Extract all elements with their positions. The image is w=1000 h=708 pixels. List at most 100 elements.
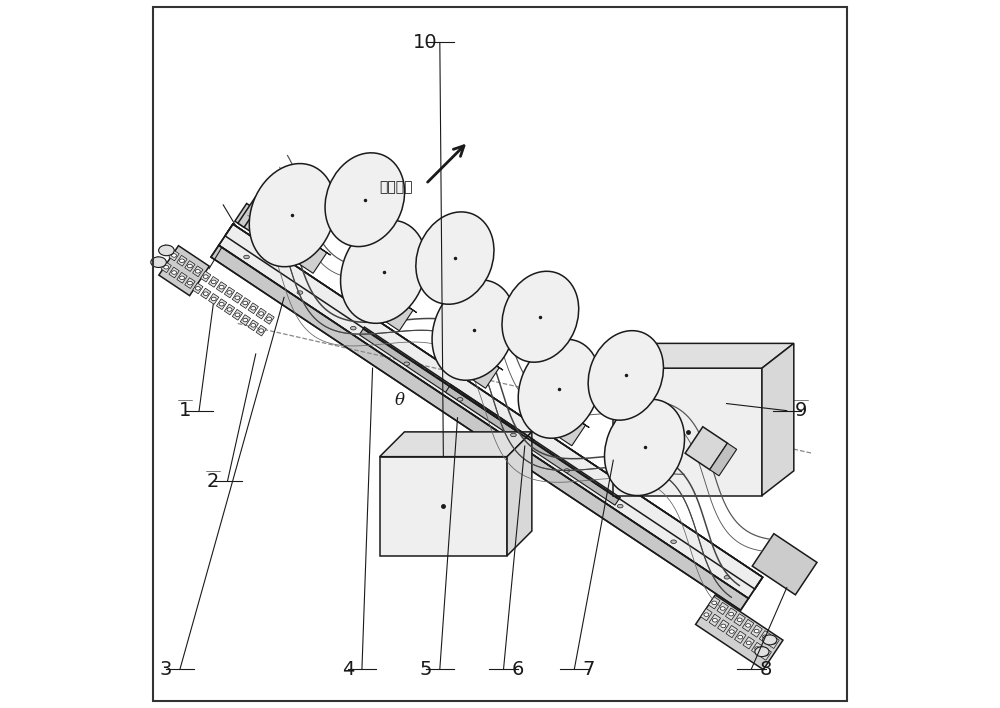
Ellipse shape xyxy=(235,313,240,316)
Polygon shape xyxy=(201,271,211,282)
Polygon shape xyxy=(232,292,243,303)
Polygon shape xyxy=(751,642,763,655)
Polygon shape xyxy=(159,246,209,296)
Polygon shape xyxy=(298,243,327,273)
Ellipse shape xyxy=(457,398,463,401)
Ellipse shape xyxy=(195,287,200,290)
Polygon shape xyxy=(193,266,203,277)
Polygon shape xyxy=(380,457,507,556)
Polygon shape xyxy=(224,304,235,315)
Ellipse shape xyxy=(729,630,734,634)
Polygon shape xyxy=(225,224,763,589)
Ellipse shape xyxy=(564,469,570,472)
Polygon shape xyxy=(726,625,738,638)
Polygon shape xyxy=(219,224,763,598)
Polygon shape xyxy=(193,283,203,294)
Polygon shape xyxy=(359,329,533,447)
Ellipse shape xyxy=(203,292,208,295)
Polygon shape xyxy=(762,343,794,496)
Ellipse shape xyxy=(267,317,272,321)
Polygon shape xyxy=(248,303,258,314)
Polygon shape xyxy=(768,636,779,649)
Polygon shape xyxy=(224,287,235,298)
Ellipse shape xyxy=(341,220,426,324)
Ellipse shape xyxy=(617,504,623,508)
Polygon shape xyxy=(240,297,250,309)
Ellipse shape xyxy=(416,212,494,304)
Polygon shape xyxy=(185,278,195,288)
Polygon shape xyxy=(177,256,187,266)
Ellipse shape xyxy=(729,612,734,616)
Ellipse shape xyxy=(724,576,730,579)
Polygon shape xyxy=(742,620,754,632)
Ellipse shape xyxy=(243,319,248,322)
Polygon shape xyxy=(209,294,219,304)
Text: 输送方向: 输送方向 xyxy=(380,181,413,195)
Ellipse shape xyxy=(172,253,177,257)
Ellipse shape xyxy=(187,281,192,285)
Ellipse shape xyxy=(712,619,717,622)
Ellipse shape xyxy=(350,326,356,330)
Ellipse shape xyxy=(404,362,410,365)
Text: 2: 2 xyxy=(207,472,219,491)
Ellipse shape xyxy=(721,624,726,628)
Polygon shape xyxy=(743,636,754,649)
Ellipse shape xyxy=(251,307,256,310)
Ellipse shape xyxy=(763,635,777,645)
Ellipse shape xyxy=(227,291,232,295)
Ellipse shape xyxy=(755,646,760,650)
Ellipse shape xyxy=(180,276,184,280)
Polygon shape xyxy=(161,245,171,256)
Polygon shape xyxy=(248,320,258,331)
Polygon shape xyxy=(760,648,771,661)
Text: θ: θ xyxy=(395,392,405,409)
Ellipse shape xyxy=(179,259,184,263)
Polygon shape xyxy=(161,262,171,273)
Polygon shape xyxy=(599,370,641,412)
Text: 9: 9 xyxy=(795,401,807,420)
Ellipse shape xyxy=(219,302,224,306)
Ellipse shape xyxy=(297,291,303,295)
Ellipse shape xyxy=(151,257,166,268)
Polygon shape xyxy=(557,416,586,446)
Ellipse shape xyxy=(219,285,224,289)
Polygon shape xyxy=(232,309,243,320)
Ellipse shape xyxy=(502,271,579,362)
Text: 4: 4 xyxy=(342,660,354,678)
Polygon shape xyxy=(211,245,748,610)
Polygon shape xyxy=(398,300,417,313)
Ellipse shape xyxy=(755,646,769,656)
Polygon shape xyxy=(238,197,262,227)
Polygon shape xyxy=(169,267,179,278)
Polygon shape xyxy=(696,595,783,670)
Text: 5: 5 xyxy=(419,660,432,678)
Polygon shape xyxy=(725,608,737,620)
Polygon shape xyxy=(485,358,503,370)
Ellipse shape xyxy=(244,255,249,259)
Polygon shape xyxy=(235,203,271,238)
Ellipse shape xyxy=(754,629,759,633)
Ellipse shape xyxy=(432,280,515,380)
Ellipse shape xyxy=(211,297,216,301)
Polygon shape xyxy=(216,282,227,292)
Polygon shape xyxy=(613,343,794,368)
Polygon shape xyxy=(169,250,179,261)
Polygon shape xyxy=(264,314,274,324)
Ellipse shape xyxy=(738,636,743,639)
Ellipse shape xyxy=(251,324,256,327)
Ellipse shape xyxy=(243,301,248,304)
Polygon shape xyxy=(718,620,729,632)
Polygon shape xyxy=(734,614,745,626)
Polygon shape xyxy=(751,625,762,637)
Ellipse shape xyxy=(720,607,725,610)
Polygon shape xyxy=(385,300,413,331)
Text: 6: 6 xyxy=(512,660,524,678)
Polygon shape xyxy=(507,432,532,556)
Ellipse shape xyxy=(604,399,685,496)
Polygon shape xyxy=(201,288,211,299)
Text: 3: 3 xyxy=(160,660,172,678)
Polygon shape xyxy=(380,432,532,457)
Ellipse shape xyxy=(771,641,776,644)
Polygon shape xyxy=(624,386,650,418)
Text: 10: 10 xyxy=(413,33,438,52)
